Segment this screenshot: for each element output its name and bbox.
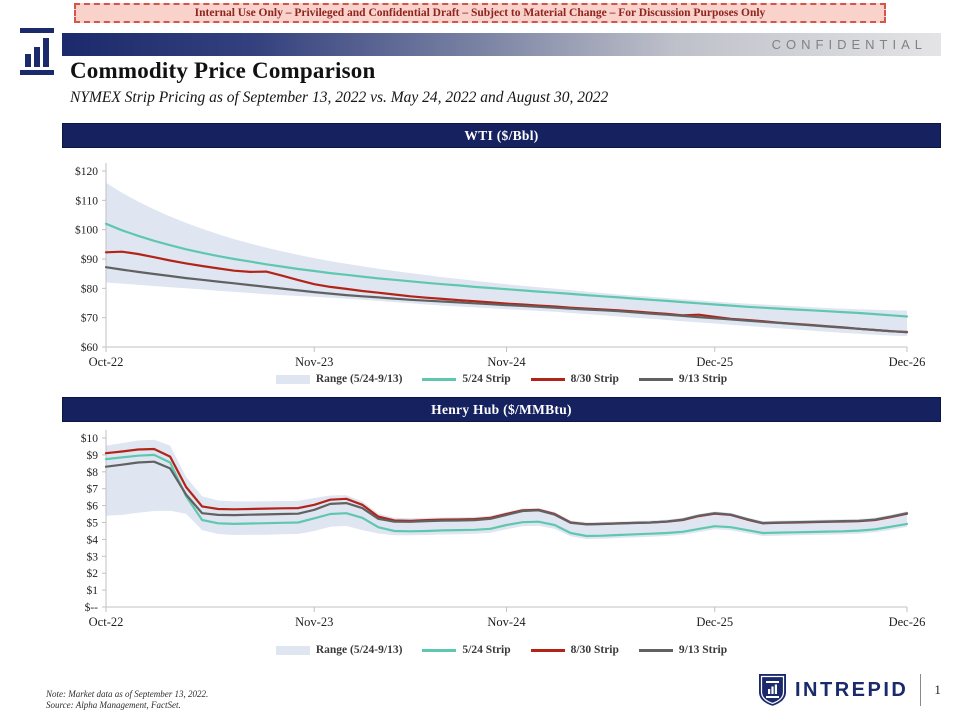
wti-chart-legend: Range (5/24-9/13) 5/24 Strip 8/30 Strip … [62, 373, 941, 385]
line-swatch-icon [638, 648, 673, 652]
y-tick-label: $100 [75, 224, 98, 237]
legend-label-range: Range (5/24-9/13) [315, 644, 403, 656]
legend-item-830: 8/30 Strip [530, 373, 619, 385]
henry-hub-chart: $-- $1 $2 $3 $4 $5 $6 $7 $8 $9 $10 Oct-22 Nov-23 Nov-… [81, 430, 926, 629]
henry-hub-chart-header: Henry Hub ($/MMBtu) [62, 397, 941, 422]
line-swatch-icon [530, 377, 565, 381]
brand-wordmark: INTREPID [795, 678, 909, 701]
legend-item-524: 5/24 Strip [422, 373, 511, 385]
line-swatch-icon [530, 648, 565, 652]
wti-chart: $60 $70 $80 $90 $100 $110 $120 Oct-22 Nov-23 Nov-… [75, 163, 926, 369]
legend-label-830: 8/30 Strip [570, 373, 619, 385]
y-tick-label: $90 [81, 253, 99, 266]
confidential-bar: CONFIDENTIAL [62, 33, 941, 56]
y-tick-label: $3 [87, 550, 99, 563]
y-tick-label: $4 [87, 533, 99, 546]
legend-item-524: 5/24 Strip [422, 644, 511, 656]
y-tick-label: $5 [87, 517, 99, 530]
series-line-grayline [104, 460, 909, 526]
legend-label-913: 9/13 Strip [678, 373, 728, 385]
line-swatch-icon [422, 648, 457, 652]
x-tick-label: Nov-24 [487, 355, 526, 369]
x-tick-label: Dec-26 [889, 355, 926, 369]
line-swatch-icon [638, 377, 673, 381]
legend-item-913: 9/13 Strip [638, 373, 728, 385]
y-tick-label: $2 [87, 567, 99, 580]
range-band [106, 182, 907, 337]
y-tick-label: $110 [75, 194, 98, 207]
x-tick-label: Dec-26 [889, 615, 926, 629]
page-number: 1 [934, 682, 941, 697]
y-tick-label: $70 [81, 312, 99, 325]
x-tick-label: Dec-25 [696, 355, 733, 369]
legend-item-range: Range (5/24-9/13) [275, 644, 403, 656]
legend-item-913: 9/13 Strip [638, 644, 728, 656]
y-tick-label: $120 [75, 165, 98, 178]
wti-chart-header: WTI ($/Bbl) [62, 123, 941, 148]
legend-label-830: 8/30 Strip [570, 644, 619, 656]
company-logo-icon [17, 26, 57, 83]
footnote: Note: Market data as of September 13, 20… [46, 689, 208, 711]
y-tick-label: $7 [87, 483, 99, 496]
page-subtitle: NYMEX Strip Pricing as of September 13, … [70, 89, 609, 106]
series-line-teal [104, 453, 909, 538]
footnote-line-1: Note: Market data as of September 13, 20… [46, 689, 209, 699]
x-tick-label: Oct-22 [89, 355, 124, 369]
series-line-grayline [104, 266, 909, 334]
y-tick-label: $60 [81, 341, 99, 354]
classification-banner: Internal Use Only – Privileged and Confi… [74, 3, 886, 23]
range-swatch-icon [275, 374, 310, 384]
legend-label-913: 9/13 Strip [678, 644, 728, 656]
shield-logo-icon [759, 674, 786, 706]
column-chart-logo-icon [20, 28, 54, 75]
legend-label-524: 5/24 Strip [462, 644, 511, 656]
x-tick-label: Nov-23 [295, 355, 333, 369]
y-tick-label: $-- [85, 601, 99, 614]
y-tick-label: $8 [87, 466, 99, 479]
x-tick-label: Dec-25 [696, 615, 733, 629]
range-swatch-icon [275, 645, 310, 655]
classification-banner-text: Internal Use Only – Privileged and Confi… [194, 7, 766, 19]
x-tick-label: Oct-22 [89, 615, 124, 629]
line-swatch-icon [422, 377, 457, 381]
footnote-line-2: Source: Alpha Management, FactSet. [46, 700, 181, 710]
confidential-label: CONFIDENTIAL [771, 37, 927, 52]
legend-label-524: 5/24 Strip [462, 373, 511, 385]
y-tick-label: $10 [81, 432, 99, 445]
x-tick-label: Nov-23 [295, 615, 333, 629]
y-tick-label: $9 [87, 449, 99, 462]
series-line-teal [104, 222, 909, 318]
henry-hub-chart-legend: Range (5/24-9/13) 5/24 Strip 8/30 Strip … [62, 644, 941, 656]
legend-label-range: Range (5/24-9/13) [315, 373, 403, 385]
x-tick-label: Nov-24 [487, 615, 526, 629]
page-title: Commodity Price Comparison [70, 58, 376, 83]
y-tick-label: $80 [81, 282, 99, 295]
y-tick-label: $6 [87, 500, 99, 513]
henry-hub-chart-title: Henry Hub ($/MMBtu) [431, 401, 572, 417]
legend-item-range: Range (5/24-9/13) [275, 373, 403, 385]
footer-divider [920, 674, 922, 706]
y-tick-label: $1 [87, 584, 99, 597]
brand-footer: INTREPID 1 [758, 671, 941, 709]
legend-item-830: 8/30 Strip [530, 644, 619, 656]
wti-chart-title: WTI ($/Bbl) [464, 127, 539, 143]
